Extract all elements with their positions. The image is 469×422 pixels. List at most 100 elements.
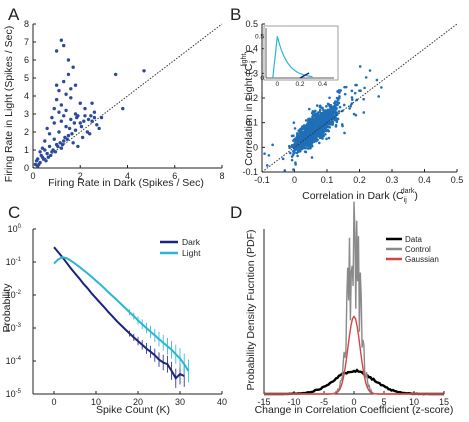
panel-a-ytick-label: 6 (24, 55, 29, 65)
panel-b-point (322, 108, 325, 112)
panel-b-point (296, 139, 300, 143)
panel-b-point (306, 147, 310, 150)
panel-a-point (59, 119, 64, 123)
panel-b-point (283, 169, 287, 172)
panel-b-xtick-label: 0.5 (451, 175, 464, 185)
panel-b-point (328, 96, 331, 100)
panel-a-point (54, 83, 59, 87)
panel-b-point (377, 95, 381, 98)
panel-a-ytick-label: 0 (24, 163, 29, 173)
panel-c-line-light (53, 256, 190, 372)
panel-b-point (321, 119, 324, 123)
panel-b-point (301, 127, 305, 130)
panel-a-point (70, 132, 74, 136)
panel-b-point (343, 92, 347, 96)
panel-a-point (75, 115, 79, 120)
panel-b-point (293, 144, 296, 148)
panel-b-ylabel-end: ) (243, 50, 255, 54)
panel-b-point (288, 146, 291, 150)
panel-b-label: B (230, 5, 241, 24)
panel-b-point (317, 141, 321, 145)
panel-c-ytick-label: 100 (8, 224, 22, 234)
panel-a-point (62, 79, 66, 84)
panel-a-point (64, 92, 68, 96)
panel-b-xlabel: Correlation in Dark (Cij dark) (302, 188, 418, 204)
panel-b-point (306, 128, 310, 131)
panel-a-point (73, 83, 78, 87)
panel-d-xtick-label: 0 (351, 397, 356, 407)
panel-b-point (310, 111, 314, 115)
panel-a-point (57, 110, 61, 114)
panel-a-point (33, 162, 38, 167)
panel-a-ytick-label: 2 (24, 127, 29, 137)
panel-a-point (38, 150, 42, 154)
panel-d-label: D (230, 203, 242, 222)
panel-b-point (319, 130, 323, 134)
panel-b-point (291, 153, 295, 157)
panel-b-unity-line (261, 23, 458, 173)
panel-b-point (324, 132, 327, 136)
panel-b-point (321, 137, 324, 140)
panel-a-ytick-label: 1 (24, 145, 29, 155)
panel-c-ylabel: Probability (1, 283, 13, 333)
panel-c-xlabel: Spike Count (K) (96, 404, 170, 416)
panel-b-point (329, 106, 332, 109)
panel-a-point (37, 162, 41, 167)
panel-c-ytick-label: 10-2 (6, 290, 22, 300)
panel-b-point (328, 111, 331, 114)
panel-b-point (329, 114, 332, 118)
panel-b-point (271, 143, 274, 147)
panel-b-point (311, 135, 314, 138)
panel-c-ytick-exponent: -1 (16, 257, 22, 263)
panel-a-point (51, 148, 55, 152)
panel-d-xtick-label: 15 (439, 397, 449, 407)
panel-b-point (337, 110, 341, 113)
panel-a-point (47, 144, 52, 149)
panel-a-point (69, 117, 73, 122)
panel-a-point (113, 72, 118, 77)
panel-c-label: C (8, 203, 20, 222)
panel-b-point (307, 122, 310, 126)
panel-b-inset-ytick-label: 0 (260, 75, 264, 82)
panel-c-lines (53, 246, 190, 388)
panel-b-point (338, 105, 342, 109)
panel-b: B -0.1 0 0.1 0.2 0.3 0.4 0.5-0.100.10.20.30.40… (230, 5, 463, 204)
panel-a-scatter (32, 23, 223, 169)
panel-b-point (302, 133, 305, 137)
panel-b-point (362, 97, 365, 101)
panel-a-xtick-label: 6 (172, 171, 177, 181)
panel-a-point (73, 112, 78, 116)
panel-b-xtick-label: -0.1 (254, 175, 270, 185)
panel-c: C 0 10 20 30 40 10-5 10-4 10-3 10-2 10-1 100 DarkL… (1, 203, 227, 416)
panel-b-point (317, 113, 320, 117)
panel-a-unity-line (32, 23, 223, 169)
panel-a-point (97, 126, 101, 131)
panel-b-point (358, 89, 361, 92)
panel-b-point (337, 96, 341, 100)
panel-b-ylabel-sup: light (241, 54, 248, 67)
panel-a-point (53, 150, 58, 154)
panel-b-point (335, 120, 339, 124)
panel-b-point (302, 143, 305, 146)
panel-d-line-control (264, 201, 444, 395)
panel-a-point (92, 115, 97, 120)
panel-a-point (62, 43, 66, 48)
panel-c-ytick-label: 10-1 (6, 257, 22, 267)
panel-a-point (41, 157, 46, 161)
panel-a-point (71, 141, 75, 145)
panel-b-point (325, 137, 328, 141)
panel-b-point (343, 131, 346, 135)
panel-b-point (314, 126, 318, 129)
panel-a-point (66, 72, 71, 77)
panel-d-line-gaussian (264, 315, 444, 395)
panel-b-point (362, 111, 366, 114)
panel-c-ytick-label: 10-4 (6, 356, 22, 366)
panel-a-point (67, 126, 72, 131)
panel-b-point (319, 112, 323, 116)
panel-b-point (267, 154, 271, 157)
panel-b-point (350, 96, 354, 99)
panel-b-ytick-label: 0.1 (245, 118, 258, 128)
panel-b-point (320, 122, 324, 125)
panel-c-xtick-label: 20 (133, 397, 143, 407)
panel-d-lines (264, 201, 444, 396)
